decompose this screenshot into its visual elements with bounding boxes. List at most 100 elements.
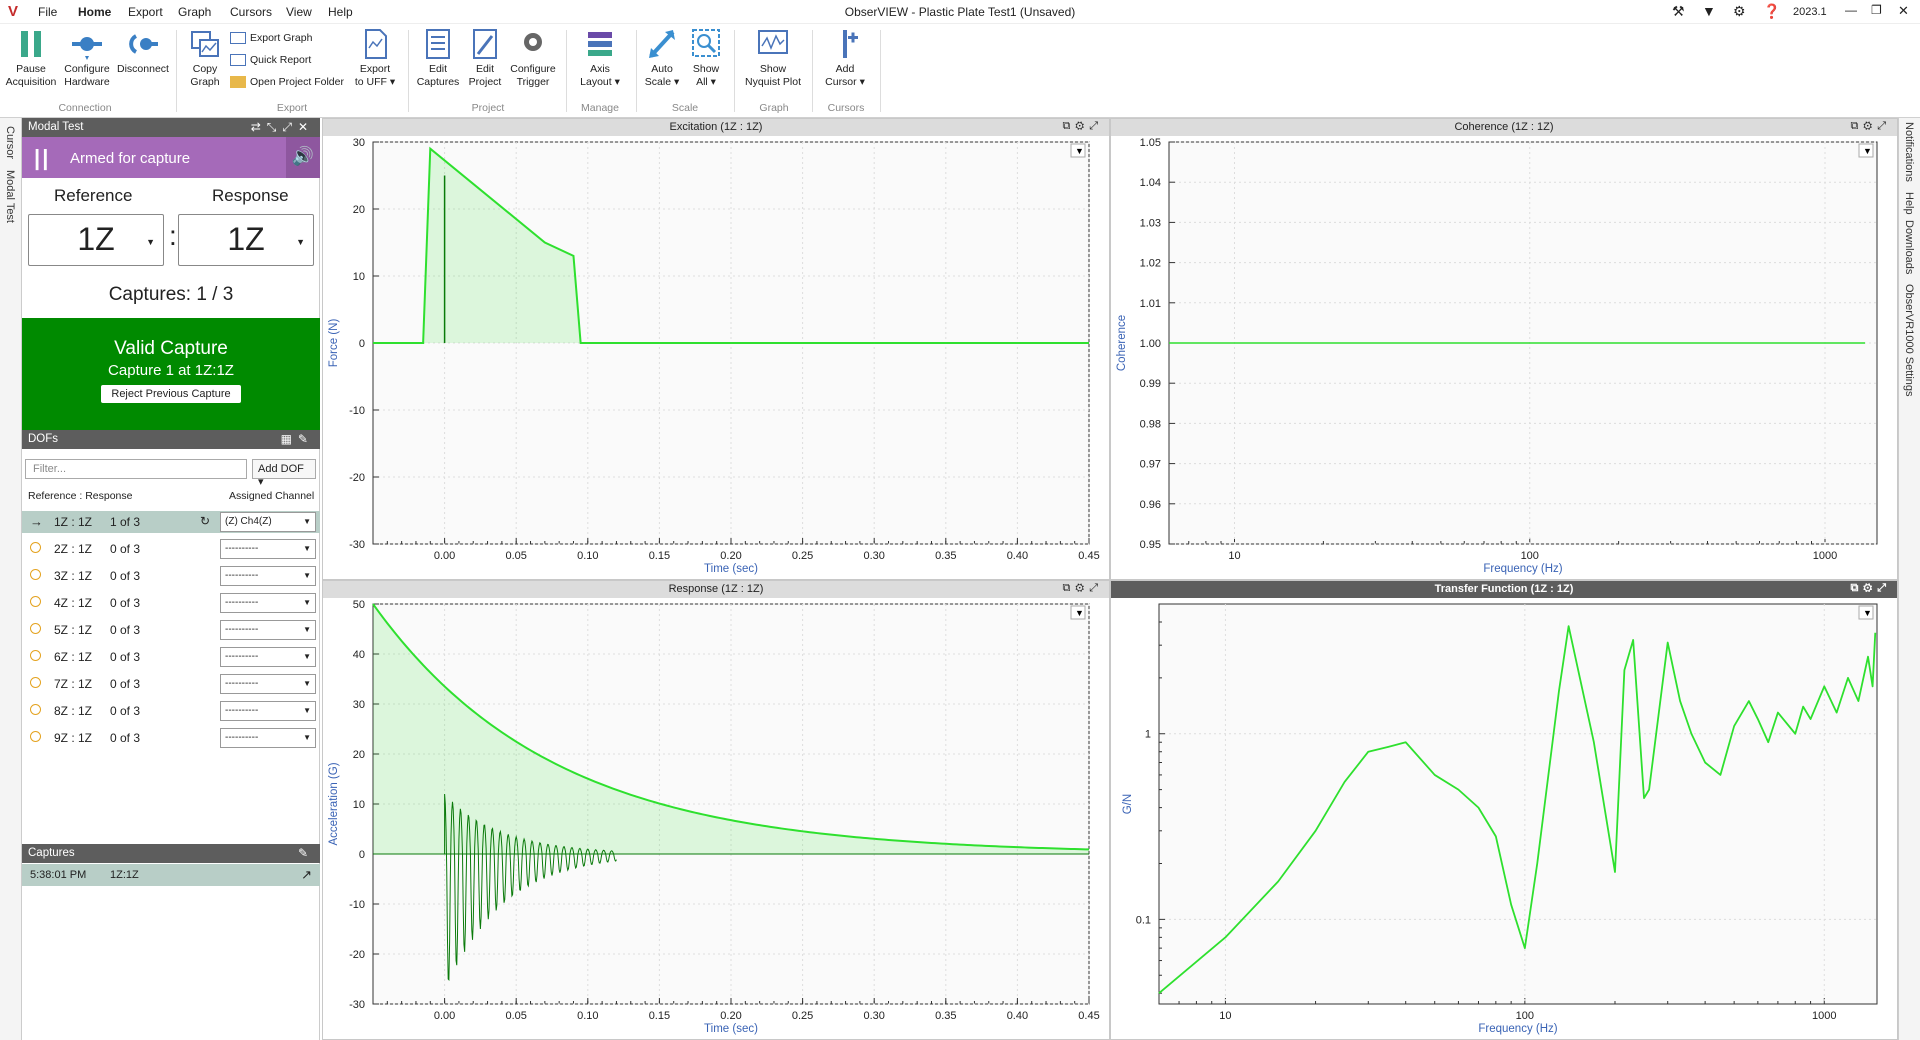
y-tick-label: -10	[349, 405, 365, 417]
status-ring-icon	[30, 568, 41, 583]
tab-settings[interactable]: ObserVR1000 Settings	[1903, 284, 1915, 397]
y-tick-label: -30	[349, 539, 365, 551]
response-ringdown	[444, 793, 617, 981]
menu-help[interactable]: Help	[328, 5, 353, 19]
copy-graph-button[interactable]: Copy Graph	[182, 28, 228, 89]
restore-icon[interactable]: ❐	[1871, 3, 1882, 17]
tab-modal-test[interactable]: Modal Test	[4, 170, 16, 223]
channel-select[interactable]: ---------- ▼	[220, 647, 316, 667]
channel-select[interactable]: (Z) Ch4(Z) ▼	[220, 512, 316, 532]
disconnect-button[interactable]: Disconnect	[114, 28, 172, 76]
menu-file[interactable]: File	[38, 5, 58, 19]
menu-cursors[interactable]: Cursors	[230, 5, 273, 19]
response-plot[interactable]: ▼ 0.00 0.05 0.10 0.15 0.20 0.25 0.30 0.35 0.40 0.4…	[323, 598, 1109, 1039]
ribbon-separator	[880, 30, 881, 112]
response-select[interactable]: 1Z ▼	[178, 214, 314, 266]
dof-row[interactable]: → 1Z : 1Z 1 of 3 ↻ (Z) Ch4(Z) ▼	[22, 511, 320, 533]
group-label-project: Project	[471, 102, 505, 114]
show-all-button[interactable]: Show All ▾	[686, 28, 726, 89]
y-tick-label: 50	[353, 599, 365, 611]
plot-area	[1158, 603, 1878, 1005]
refresh-icon[interactable]: ↻	[200, 514, 211, 528]
pane-tool-icons[interactable]: ⧉⚙⤢	[1062, 120, 1103, 132]
chevron-down-icon: ▼	[303, 625, 311, 634]
tab-help[interactable]: Help	[1903, 192, 1915, 215]
edit-captures-button[interactable]: Edit Captures	[412, 28, 464, 89]
dof-count: 0 of 3	[110, 542, 141, 556]
tab-notifications[interactable]: Notifications	[1903, 122, 1915, 182]
pause-acquisition-button[interactable]: Pause Acquisition	[2, 28, 60, 89]
dof-row[interactable]: 9Z : 1Z 0 of 3 ---------- ▼	[22, 727, 320, 749]
pane-tool-icons[interactable]: ⧉⚙⤢	[1062, 582, 1103, 594]
configure-trigger-button[interactable]: Configure Trigger	[506, 28, 560, 89]
menu-home[interactable]: Home	[78, 5, 112, 19]
chevron-down-icon: ▼	[296, 237, 305, 247]
y-tick-label: 1.04	[1140, 177, 1161, 189]
group-label-graph: Graph	[759, 102, 789, 114]
channel-select[interactable]: ---------- ▼	[220, 593, 316, 613]
dof-row[interactable]: 7Z : 1Z 0 of 3 ---------- ▼	[22, 673, 320, 695]
dof-row[interactable]: 4Z : 1Z 0 of 3 ---------- ▼	[22, 592, 320, 614]
pane-tool-icons[interactable]: ⧉⚙⤢	[1850, 120, 1891, 132]
auto-scale-button[interactable]: Auto Scale ▾	[640, 28, 684, 89]
edit-icon[interactable]: ✎	[297, 846, 314, 860]
pane-tool-icons[interactable]: ⧉⚙⤢	[1850, 582, 1891, 594]
tab-cursor[interactable]: Cursor	[4, 126, 16, 160]
excitation-plot[interactable]: ▼ 0.00 0.05 0.10 0.15 0.20 0.25 0.30 0.35 0.40 0.4…	[323, 136, 1109, 579]
dof-row[interactable]: 3Z : 1Z 0 of 3 ---------- ▼	[22, 565, 320, 587]
edit-project-button[interactable]: Edit Project	[464, 28, 506, 89]
dof-row[interactable]: 8Z : 1Z 0 of 3 ---------- ▼	[22, 700, 320, 722]
dofs-tool-icons[interactable]: ▦✎	[280, 432, 314, 446]
channel-select[interactable]: ---------- ▼	[220, 674, 316, 694]
help-icon[interactable]: ❓	[1763, 3, 1781, 19]
close-icon[interactable]: ✕	[1898, 3, 1909, 18]
gear-icon[interactable]: ⚙	[1733, 3, 1746, 19]
dof-count: 0 of 3	[110, 569, 141, 583]
pause-icon[interactable]: | |	[34, 145, 49, 170]
dof-row[interactable]: 5Z : 1Z 0 of 3 ---------- ▼	[22, 619, 320, 641]
dof-name: 3Z : 1Z	[54, 569, 93, 583]
response-graph[interactable]: Response (1Z : 1Z) ⧉⚙⤢ ▼ 0.00 0.05 0.10 0.15 0…	[322, 580, 1110, 1040]
open-arrow-icon[interactable]: ↗	[301, 867, 312, 882]
status-ring-icon	[30, 595, 41, 610]
channel-select[interactable]: ---------- ▼	[220, 620, 316, 640]
dof-row[interactable]: 6Z : 1Z 0 of 3 ---------- ▼	[22, 646, 320, 668]
capture-list-item[interactable]: 5:38:01 PM 1Z:1Z ↗	[22, 864, 320, 886]
speaker-icon[interactable]: 🔊	[286, 137, 320, 178]
menu-view[interactable]: View	[286, 5, 312, 19]
dof-row[interactable]: 2Z : 1Z 0 of 3 ---------- ▼	[22, 538, 320, 560]
panel-window-icons[interactable]: ⇄⤡⤢✕	[250, 120, 314, 134]
col-ref-resp: Reference : Response	[28, 490, 133, 502]
filter-icon[interactable]: ▼	[1702, 3, 1716, 19]
open-project-folder-button[interactable]: Open Project Folder	[230, 76, 344, 89]
excitation-area	[373, 148, 1089, 343]
add-dof-button[interactable]: Add DOF ▾	[252, 459, 316, 488]
add-cursor-button[interactable]: Add Cursor ▾	[820, 28, 870, 89]
status-ring-icon	[30, 703, 41, 718]
channel-select[interactable]: ---------- ▼	[220, 701, 316, 721]
transfer-function-graph[interactable]: Transfer Function (1Z : 1Z) ⧉⚙⤢ ▼ 10 100 100…	[1110, 580, 1898, 1040]
group-label-export: Export	[276, 102, 308, 114]
minimize-icon[interactable]: —	[1845, 3, 1857, 17]
coherence-graph[interactable]: Coherence (1Z : 1Z) ⧉⚙⤢ ▼ 10 100 1000 Frequen…	[1110, 118, 1898, 580]
channel-select[interactable]: ---------- ▼	[220, 728, 316, 748]
menu-graph[interactable]: Graph	[178, 5, 212, 19]
excitation-graph[interactable]: Excitation (1Z : 1Z) ⧉⚙⤢ ▼ 0.00 0.05 0.10 0.1…	[322, 118, 1110, 580]
show-nyquist-plot-button[interactable]: Show Nyquist Plot	[740, 28, 806, 89]
tab-downloads[interactable]: Downloads	[1903, 220, 1915, 275]
quick-report-button[interactable]: Quick Report	[230, 54, 311, 67]
transfer-function-plot[interactable]: ▼ 10 100 1000 Frequency (Hz) 1 0.1 G/N	[1111, 598, 1897, 1039]
reference-select[interactable]: 1Z ▼	[28, 214, 164, 266]
export-uff-button[interactable]: Export to UFF ▾	[350, 28, 400, 89]
coherence-plot[interactable]: ▼ 10 100 1000 Frequency (Hz) 1.05 1.04 1.03 1.02…	[1111, 136, 1897, 579]
channel-select[interactable]: ---------- ▼	[220, 539, 316, 559]
configure-hardware-button[interactable]: Configure Hardware	[60, 28, 114, 89]
axis-layout-button[interactable]: Axis Layout ▾	[574, 28, 626, 89]
reject-previous-capture-button[interactable]: Reject Previous Capture	[101, 385, 241, 403]
tools-icon[interactable]: ⚒	[1672, 3, 1685, 19]
menu-export[interactable]: Export	[128, 5, 163, 19]
dof-filter-input[interactable]: Filter...	[25, 459, 247, 479]
channel-select[interactable]: ---------- ▼	[220, 566, 316, 586]
x-axis-label: Frequency (Hz)	[1478, 1023, 1557, 1035]
export-graph-button[interactable]: Export Graph	[230, 32, 312, 45]
